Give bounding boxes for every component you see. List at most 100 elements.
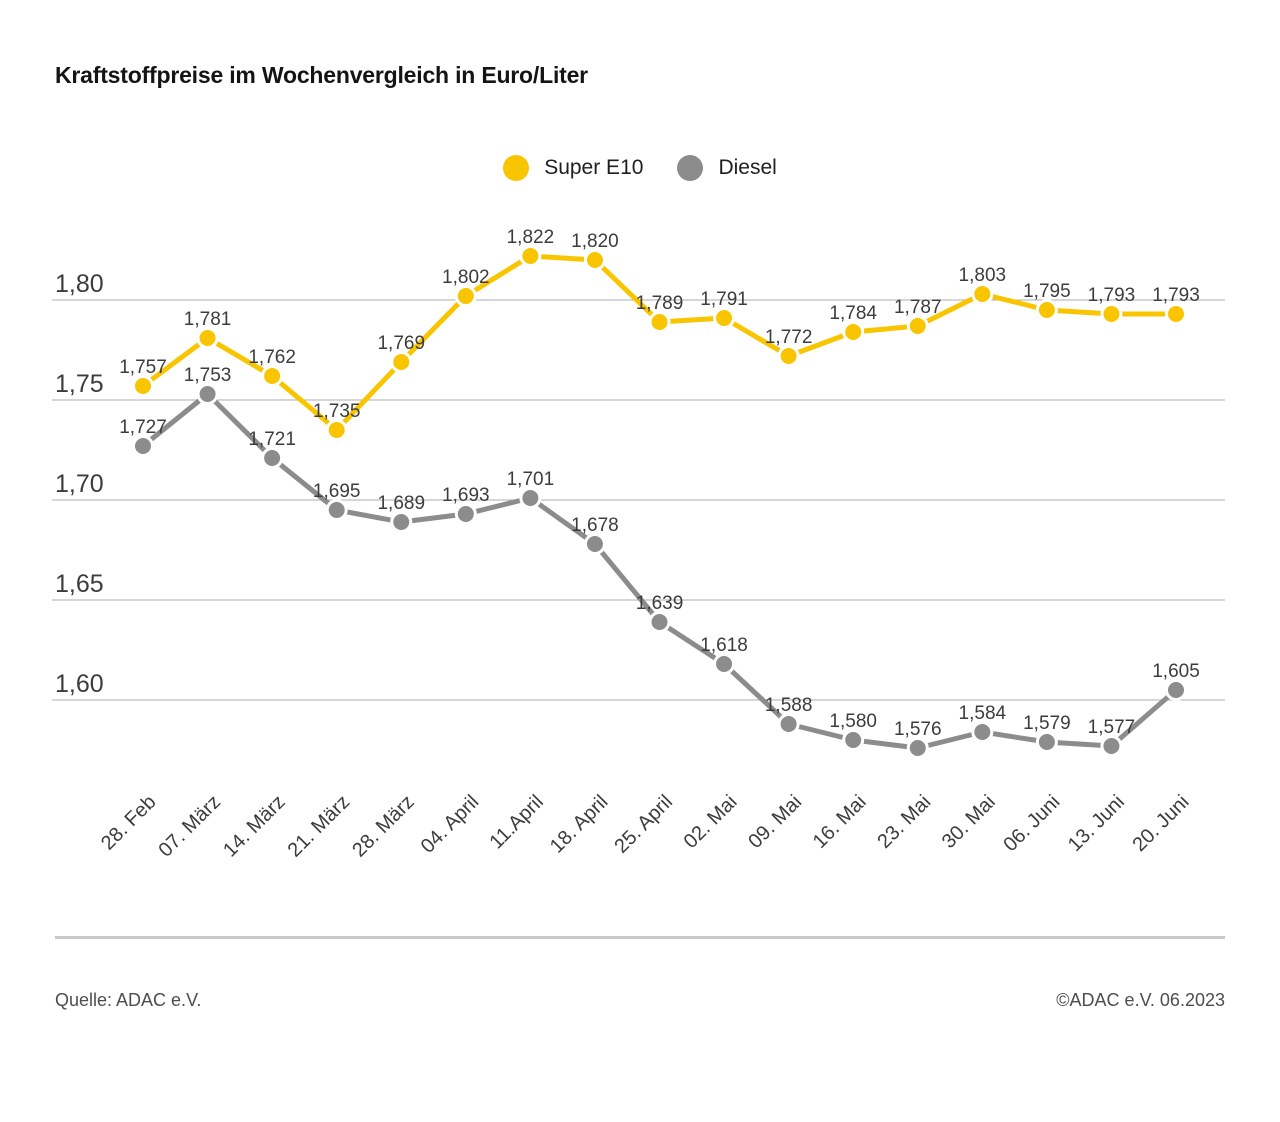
super-e10-data-point (132, 375, 154, 397)
x-tick-label: 28. März (348, 791, 419, 862)
diesel-data-point-label: 1,701 (507, 469, 555, 490)
super-e10-data-point (390, 351, 413, 373)
legend-item-diesel: Diesel (677, 155, 777, 181)
diesel-data-point (1035, 731, 1058, 753)
super-e10-data-point-label: 1,757 (119, 357, 167, 378)
diesel-data-point (519, 487, 542, 509)
diesel-data-point (196, 383, 219, 405)
diesel-data-point-label: 1,639 (636, 593, 684, 614)
diesel-data-point (261, 447, 284, 469)
super-e10-data-point (842, 321, 865, 343)
super-e10-data-point-label: 1,781 (184, 309, 232, 330)
super-e10-data-point-label: 1,822 (507, 227, 555, 248)
diesel-data-point (1165, 679, 1187, 701)
footer-source: Quelle: ADAC e.V. (55, 990, 202, 1010)
diesel-data-point-label: 1,576 (894, 719, 942, 740)
legend-label-super-e10: Super E10 (544, 156, 644, 179)
x-tick-label: 14. März (219, 791, 290, 862)
diesel-data-point-label: 1,580 (829, 711, 877, 732)
super-e10-data-point (261, 365, 284, 387)
diesel-data-point-label: 1,693 (442, 485, 490, 506)
super-e10-data-point-label: 1,787 (894, 297, 942, 318)
diesel-data-point (1100, 735, 1123, 757)
diesel-data-point (325, 499, 348, 521)
super-e10-data-point (648, 311, 671, 333)
diesel-data-point-label: 1,584 (959, 703, 1007, 724)
legend-item-super-e10: Super E10 (503, 155, 643, 181)
super-e10-data-point (196, 327, 219, 349)
super-e10-data-point (1165, 303, 1187, 325)
diesel-data-point (390, 511, 413, 533)
y-tick-label: 1,60 (55, 670, 104, 698)
diesel-data-point-label: 1,753 (184, 365, 232, 386)
super-e10-data-point-label: 1,762 (248, 347, 296, 368)
super-e10-data-point-label: 1,803 (959, 265, 1007, 286)
chart-legend: Super E10 Diesel (0, 155, 1280, 181)
x-tick-label: 18. April (546, 791, 613, 858)
diesel-data-point-label: 1,579 (1023, 713, 1071, 734)
diesel-data-point-label: 1,577 (1088, 717, 1136, 738)
x-tick-label: 28. Feb (97, 791, 161, 855)
diesel-dot-icon (677, 155, 704, 181)
x-tick-label: 30. Mai (938, 791, 1000, 853)
diesel-data-point (713, 653, 736, 675)
diesel-data-point (132, 435, 154, 457)
diesel-data-point (842, 729, 865, 751)
super-e10-data-point-label: 1,820 (571, 231, 619, 252)
diesel-data-point (648, 611, 671, 633)
x-tick-label: 13. Juni (1064, 791, 1129, 856)
super-e10-data-point (1035, 299, 1058, 321)
super-e10-data-point-label: 1,791 (700, 289, 748, 310)
super-e10-data-point (713, 307, 736, 329)
x-tick-label: 21. März (284, 791, 355, 862)
diesel-line (141, 391, 1178, 751)
y-tick-label: 1,70 (55, 470, 104, 498)
diesel-data-point-label: 1,695 (313, 481, 361, 502)
diesel-data-point (777, 713, 800, 735)
super-e10-data-point-label: 1,793 (1152, 285, 1200, 306)
y-tick-label: 1,80 (55, 270, 104, 298)
super-e10-data-point (906, 315, 929, 337)
super-e10-data-point-label: 1,789 (636, 293, 684, 314)
super-e10-line (141, 253, 1176, 433)
super-e10-data-point-label: 1,802 (442, 267, 490, 288)
diesel-data-point (971, 721, 994, 743)
x-tick-label: 09. Mai (744, 791, 806, 853)
super-e10-data-point (971, 283, 994, 305)
x-tick-label: 20. Juni (1128, 791, 1193, 856)
x-tick-label: 07. März (155, 791, 226, 862)
super-e10-data-point (1100, 303, 1123, 325)
super-e10-data-point-label: 1,769 (377, 333, 425, 354)
x-tick-label: 06. Juni (999, 791, 1064, 856)
super-e10-data-point (325, 419, 348, 441)
x-tick-label: 25. April (610, 791, 677, 858)
super-e10-data-point-label: 1,795 (1023, 281, 1071, 302)
x-tick-label: 16. Mai (809, 791, 871, 853)
diesel-data-point-label: 1,721 (248, 429, 296, 450)
diesel-data-point-label: 1,727 (119, 417, 167, 438)
x-tick-label: 23. Mai (873, 791, 935, 853)
page-title: Kraftstoffpreise im Wochenvergleich in E… (55, 62, 588, 88)
footer-divider (55, 936, 1225, 939)
diesel-data-point-label: 1,689 (377, 493, 425, 514)
diesel-data-point-label: 1,678 (571, 515, 619, 536)
diesel-data-point-label: 1,605 (1152, 661, 1200, 682)
x-tick-label: 11.April (485, 791, 547, 853)
super-e10-data-point (519, 245, 542, 267)
super-e10-data-point-label: 1,735 (313, 401, 361, 422)
super-e10-data-point (454, 285, 477, 307)
super-e10-data-point-label: 1,784 (829, 303, 877, 324)
diesel-data-point (906, 737, 929, 759)
diesel-data-point-label: 1,618 (700, 635, 748, 656)
x-tick-label: 04. April (417, 791, 484, 858)
super-e10-data-point-label: 1,772 (765, 327, 813, 348)
super-e10-data-point (777, 345, 800, 367)
legend-label-diesel: Diesel (718, 156, 777, 179)
x-tick-label: 02. Mai (680, 791, 742, 853)
super-e10-data-point-label: 1,793 (1088, 285, 1136, 306)
footer-copyright: ©ADAC e.V. 06.2023 (1056, 990, 1225, 1010)
y-tick-label: 1,75 (55, 370, 104, 398)
diesel-data-point-label: 1,588 (765, 695, 813, 716)
